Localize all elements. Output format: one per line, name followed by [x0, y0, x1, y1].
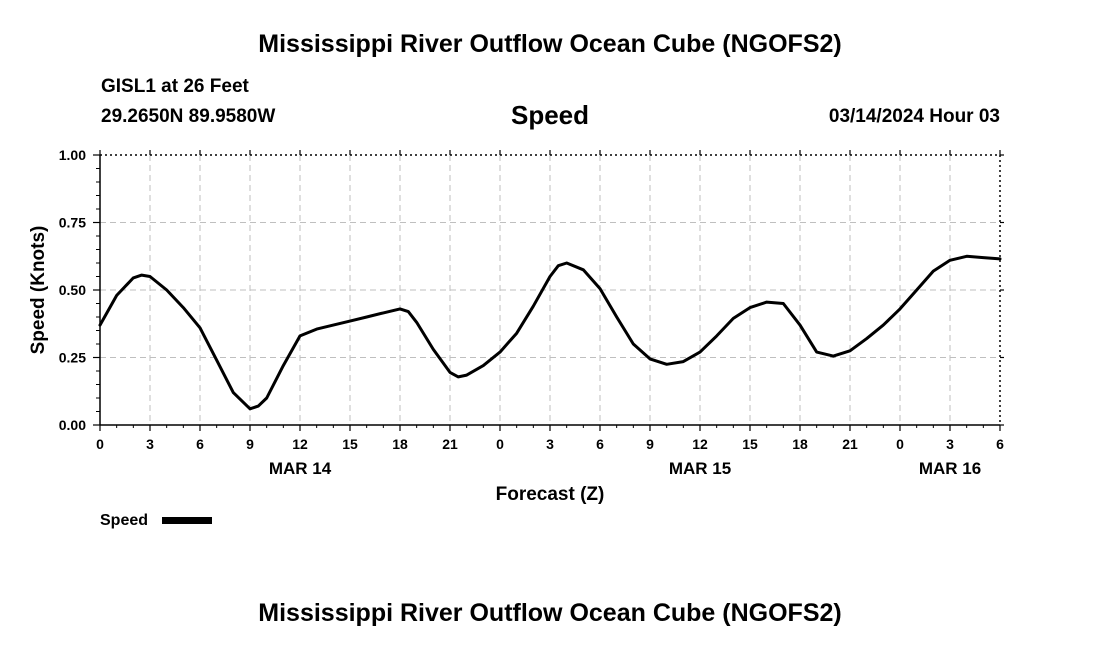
x-tick-label: 9 — [246, 436, 254, 452]
date-label: MAR 14 — [269, 459, 332, 478]
footer-title: Mississippi River Outflow Ocean Cube (NG… — [258, 599, 842, 627]
y-tick-label: 0.50 — [59, 282, 86, 298]
x-tick-label: 0 — [96, 436, 104, 452]
date-label: MAR 15 — [669, 459, 731, 478]
x-tick-label: 0 — [896, 436, 904, 452]
speed-series-line — [98, 254, 1002, 411]
station-name: GISL1 at 26 Feet — [101, 76, 249, 97]
x-tick-label: 3 — [546, 436, 554, 452]
x-tick-label: 21 — [442, 436, 458, 452]
x-tick-label: 18 — [392, 436, 408, 452]
page-title: Mississippi River Outflow Ocean Cube (NG… — [258, 30, 842, 58]
x-tick-label: 12 — [692, 436, 708, 452]
date-label: MAR 16 — [919, 459, 981, 478]
y-tick-label: 0.75 — [59, 215, 86, 231]
y-tick-label: 0.25 — [59, 350, 86, 366]
x-tick-label: 12 — [292, 436, 308, 452]
x-tick-label: 0 — [496, 436, 504, 452]
x-tick-label: 15 — [342, 436, 358, 452]
x-tick-label: 6 — [996, 436, 1004, 452]
y-axis-title: Speed (Knots) — [28, 226, 49, 355]
x-axis-title: Forecast (Z) — [496, 484, 605, 505]
x-tick-label: 18 — [792, 436, 808, 452]
x-tick-label: 6 — [196, 436, 204, 452]
station-coordinates: 29.2650N 89.9580W — [101, 106, 276, 127]
x-tick-label: 3 — [146, 436, 154, 452]
y-tick-label: 0.00 — [59, 417, 86, 433]
chart-subtitle: Speed — [510, 100, 590, 130]
x-tick-label: 6 — [596, 436, 604, 452]
x-tick-label: 21 — [842, 436, 858, 452]
legend-swatch — [162, 517, 212, 524]
legend-label: Speed — [100, 512, 148, 529]
x-tick-label: 3 — [946, 436, 954, 452]
x-tick-label: 9 — [646, 436, 654, 452]
x-tick-label: 15 — [742, 436, 758, 452]
forecast-datetime: 03/14/2024 Hour 03 — [828, 106, 1000, 127]
y-tick-label: 1.00 — [59, 147, 86, 163]
